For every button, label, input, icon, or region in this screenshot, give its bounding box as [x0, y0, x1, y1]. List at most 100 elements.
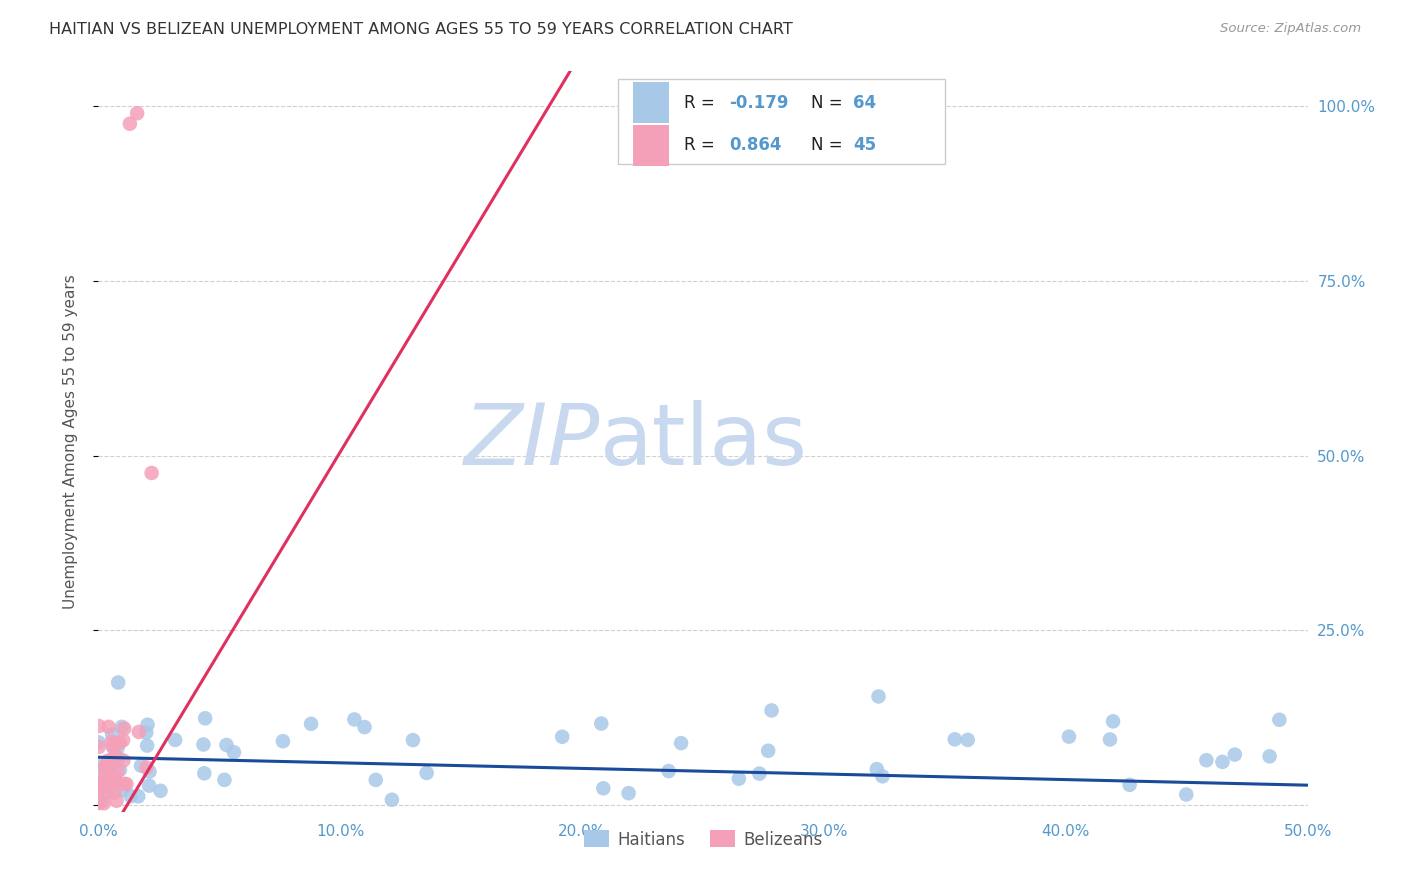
Point [149, 784, 172, 798]
Point [118, 117, 141, 131]
Text: N =: N = [811, 94, 848, 112]
Point [135, 760, 157, 774]
Point [138, 779, 160, 793]
Point [866, 762, 889, 776]
Point [222, 745, 245, 759]
Point [90, 795, 112, 809]
Point [1057, 730, 1080, 744]
Point [108, 763, 131, 777]
Point [136, 739, 159, 753]
Point [90, 777, 112, 791]
Point [98, 771, 121, 785]
Text: 64: 64 [853, 94, 876, 112]
Point [872, 769, 894, 783]
Point [104, 772, 127, 786]
Point [271, 734, 294, 748]
Point [868, 690, 890, 704]
Point [111, 783, 134, 797]
Text: R =: R = [683, 136, 720, 154]
Point [727, 772, 749, 786]
Point [1223, 747, 1246, 762]
Point [104, 748, 127, 763]
Point [103, 785, 125, 799]
Point [89, 759, 111, 773]
Point [103, 740, 125, 755]
Point [101, 735, 124, 749]
Point [592, 781, 614, 796]
Point [214, 772, 236, 787]
Point [761, 703, 783, 717]
Point [89, 776, 111, 790]
Point [101, 728, 124, 742]
Point [193, 738, 215, 752]
Text: atlas: atlas [600, 400, 808, 483]
Point [136, 717, 159, 731]
Point [1211, 755, 1233, 769]
Text: Source: ZipAtlas.com: Source: ZipAtlas.com [1220, 22, 1361, 36]
Point [1102, 714, 1125, 729]
Point [1175, 788, 1198, 802]
Point [87, 796, 110, 810]
Point [105, 794, 128, 808]
Point [93, 796, 115, 810]
Point [87, 735, 110, 749]
Point [353, 720, 375, 734]
Point [87, 719, 110, 733]
Point [756, 744, 779, 758]
Point [138, 764, 160, 779]
FancyBboxPatch shape [619, 78, 945, 164]
Point [107, 740, 129, 755]
Point [112, 754, 135, 768]
Point [107, 764, 129, 778]
Point [1195, 753, 1218, 767]
Point [1098, 732, 1121, 747]
Point [96, 770, 118, 784]
Point [101, 777, 124, 791]
Point [112, 733, 135, 747]
Point [669, 736, 692, 750]
Point [101, 740, 124, 755]
Point [98, 769, 121, 783]
Point [94, 768, 117, 782]
Point [551, 730, 574, 744]
Point [97, 785, 120, 799]
Text: 0.864: 0.864 [730, 136, 782, 154]
Point [97, 773, 120, 788]
Point [128, 725, 150, 739]
Point [943, 732, 966, 747]
Point [93, 778, 115, 792]
Point [617, 786, 640, 800]
Text: R =: R = [683, 94, 720, 112]
Point [111, 720, 134, 734]
Point [343, 713, 366, 727]
Point [402, 733, 425, 747]
Point [103, 753, 125, 767]
Point [104, 774, 127, 789]
Point [107, 750, 129, 764]
Text: -0.179: -0.179 [730, 94, 789, 112]
Point [108, 735, 131, 749]
Point [194, 711, 217, 725]
Point [1258, 749, 1281, 764]
Point [94, 759, 117, 773]
Point [364, 772, 387, 787]
Text: 45: 45 [853, 136, 876, 154]
Point [193, 766, 215, 780]
Point [97, 761, 120, 775]
Point [135, 725, 157, 739]
Point [215, 738, 238, 752]
Point [127, 106, 149, 120]
Point [89, 780, 111, 795]
Point [591, 716, 613, 731]
Point [127, 789, 149, 804]
Legend: Haitians, Belizeans: Haitians, Belizeans [576, 823, 830, 855]
Point [96, 760, 118, 774]
Point [97, 754, 120, 768]
Point [97, 764, 120, 778]
Bar [633, 125, 669, 166]
Point [956, 732, 979, 747]
Point [89, 770, 111, 784]
Point [1118, 778, 1140, 792]
Point [299, 716, 322, 731]
Point [129, 758, 152, 772]
